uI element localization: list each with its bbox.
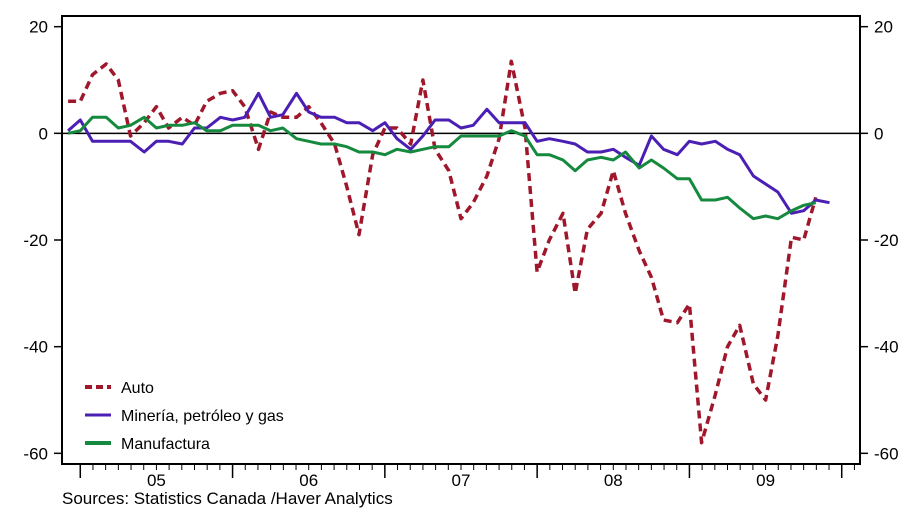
y-tick-label-right: -60 bbox=[874, 444, 899, 463]
x-tick-label: 09 bbox=[756, 471, 775, 490]
y-tick-label-left: 0 bbox=[39, 124, 48, 143]
y-tick-label-right: 0 bbox=[874, 124, 883, 143]
y-tick-label-left: -20 bbox=[23, 231, 48, 250]
y-tick-label-right: -40 bbox=[874, 338, 899, 357]
y-tick-label-left: 20 bbox=[29, 18, 48, 37]
y-tick-label-left: -60 bbox=[23, 444, 48, 463]
legend-item-manufactura: Manufactura bbox=[85, 436, 210, 453]
tick-labels: 20 20 0 0 -20 -20 -40 -40 -60 -60 05 06 07 08 09 bbox=[23, 18, 898, 490]
legend-item-mineria: Minería, petróleo y gas bbox=[85, 408, 284, 425]
legend-label-auto: Auto bbox=[121, 380, 154, 397]
series-line-manufactura bbox=[67, 115, 817, 221]
legend-label-manufactura: Manufactura bbox=[121, 436, 210, 453]
y-tick-label-right: -20 bbox=[874, 231, 899, 250]
x-tick-label: 05 bbox=[147, 471, 166, 490]
tick-marks bbox=[54, 25, 868, 478]
x-tick-label: 08 bbox=[604, 471, 623, 490]
plot-frame bbox=[61, 15, 861, 465]
legend: Auto Minería, petróleo y gas Manufactura bbox=[85, 380, 284, 453]
y-tick-label-right: 20 bbox=[874, 18, 893, 37]
series-line-mineria bbox=[67, 91, 830, 215]
x-tick-label: 06 bbox=[299, 471, 318, 490]
series-lines bbox=[67, 59, 830, 445]
legend-label-mineria: Minería, petróleo y gas bbox=[121, 408, 284, 425]
y-tick-label-left: -40 bbox=[23, 338, 48, 357]
source-note: Sources: Statistics Canada /Haver Analyt… bbox=[62, 489, 393, 508]
series-line-auto bbox=[68, 59, 818, 445]
legend-item-auto: Auto bbox=[85, 380, 154, 397]
x-tick-label: 07 bbox=[452, 471, 471, 490]
